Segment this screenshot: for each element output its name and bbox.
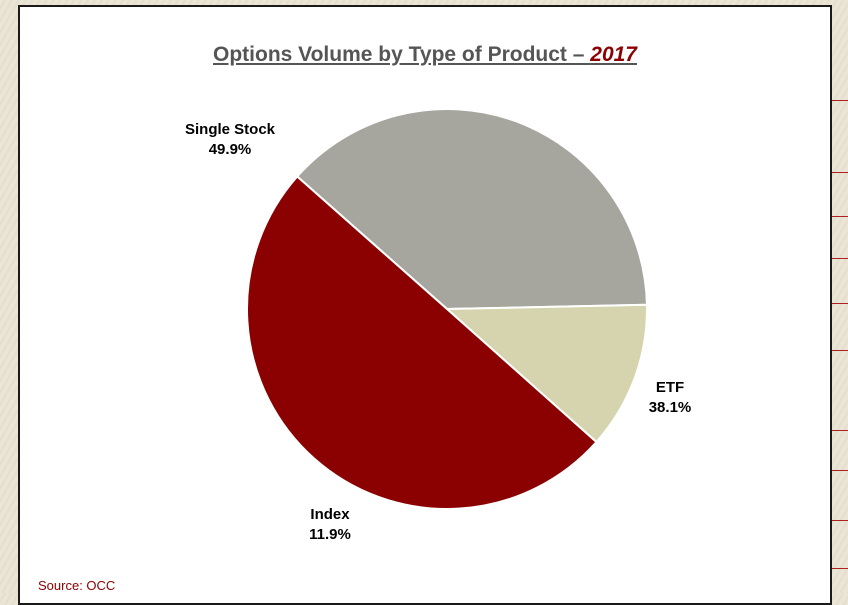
slice-label-etf: ETF 38.1% [620, 378, 720, 418]
slice-label-index: Index 11.9% [280, 505, 380, 545]
edge-decor-line [832, 216, 848, 217]
slice-name-single-stock: Single Stock [184, 121, 276, 138]
edge-decor-line [832, 172, 848, 173]
slice-name-index: Index [310, 506, 350, 523]
edge-decor-line [832, 520, 848, 521]
edge-decor-line [832, 430, 848, 431]
slice-value-single-stock: 49.9% [208, 141, 252, 158]
slice-value-index: 11.9% [309, 526, 351, 543]
chart-title-year: 2017 [590, 43, 637, 66]
edge-decor-line [832, 303, 848, 304]
slice-value-etf: 38.1% [648, 399, 692, 416]
edge-decor-line [832, 100, 848, 101]
pie-slice-index [444, 303, 648, 444]
chart-title-main: Options Volume by Type of Product – [213, 43, 591, 66]
chart-title: Options Volume by Type of Product – 2017 [20, 43, 830, 67]
edge-decor-line [832, 350, 848, 351]
edge-decor-line [832, 470, 848, 471]
pie-chart [246, 108, 648, 510]
source-note: Source: OCC [38, 578, 116, 593]
edge-decor-line [832, 258, 848, 259]
pie-slice-single-stock [246, 175, 598, 510]
slice-name-etf: ETF [655, 379, 685, 396]
edge-decor-line [832, 568, 848, 569]
chart-panel: Options Volume by Type of Product – 2017… [18, 5, 832, 605]
slice-label-single-stock: Single Stock 49.9% [160, 120, 300, 160]
pie-slice-etf [295, 108, 648, 311]
